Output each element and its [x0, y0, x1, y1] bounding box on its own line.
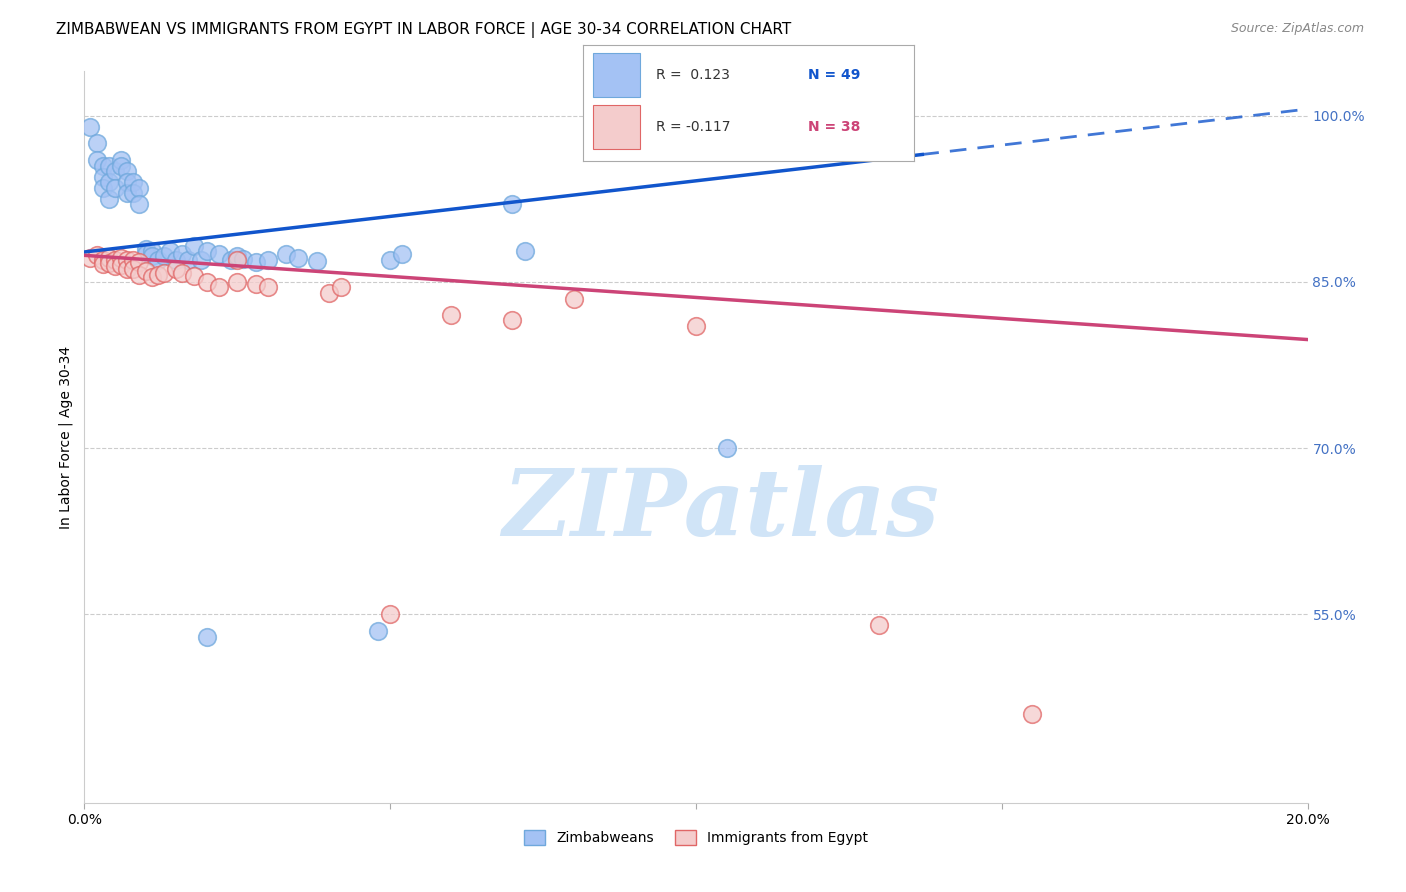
Point — [141, 270, 163, 285]
Point — [226, 249, 249, 263]
Legend: Zimbabweans, Immigrants from Egypt: Zimbabweans, Immigrants from Egypt — [519, 825, 873, 851]
Text: R =  0.123: R = 0.123 — [657, 68, 730, 82]
Point — [91, 169, 114, 184]
Point — [502, 197, 524, 211]
Point — [128, 180, 150, 194]
Point — [104, 164, 127, 178]
Point — [380, 252, 402, 267]
Point — [141, 244, 163, 258]
Point — [122, 252, 145, 267]
Point — [183, 269, 205, 284]
Point — [97, 192, 120, 206]
Point — [153, 249, 176, 263]
Text: Source: ZipAtlas.com: Source: ZipAtlas.com — [1230, 22, 1364, 36]
Point — [115, 175, 138, 189]
Point — [502, 312, 524, 326]
Point — [195, 630, 218, 644]
Point — [245, 277, 267, 292]
Point — [226, 252, 249, 267]
Point — [190, 252, 212, 267]
Point — [146, 268, 169, 283]
Point — [318, 285, 340, 300]
Point — [110, 251, 132, 265]
Bar — [593, 105, 640, 149]
Point — [276, 247, 298, 261]
Point — [869, 618, 891, 632]
Point — [91, 159, 114, 173]
Point — [183, 239, 205, 253]
Point — [177, 252, 200, 267]
Point — [141, 249, 163, 263]
Point — [159, 244, 181, 258]
Point — [104, 252, 127, 267]
Point — [115, 164, 138, 178]
Point — [562, 292, 585, 306]
Point — [97, 251, 120, 265]
Point — [153, 266, 176, 280]
Point — [305, 253, 328, 268]
Bar — [593, 53, 640, 97]
Point — [128, 197, 150, 211]
Point — [513, 244, 536, 258]
Point — [208, 280, 231, 294]
Point — [86, 136, 108, 151]
Point — [115, 261, 138, 276]
Point — [110, 153, 132, 167]
Point — [115, 186, 138, 201]
Point — [226, 275, 249, 289]
Point — [122, 261, 145, 276]
Y-axis label: In Labor Force | Age 30-34: In Labor Force | Age 30-34 — [59, 345, 73, 529]
Point — [195, 275, 218, 289]
Point — [716, 441, 738, 455]
Point — [208, 247, 231, 261]
Text: N = 38: N = 38 — [808, 120, 860, 134]
Point — [122, 186, 145, 201]
Point — [367, 624, 389, 638]
Point — [79, 120, 101, 134]
Point — [79, 251, 101, 265]
Point — [128, 255, 150, 269]
Point — [91, 252, 114, 267]
Point — [165, 261, 187, 276]
Point — [104, 180, 127, 194]
Point — [86, 248, 108, 262]
Point — [330, 280, 353, 294]
Point — [97, 159, 120, 173]
Text: R = -0.117: R = -0.117 — [657, 120, 731, 134]
Point — [287, 251, 309, 265]
Point — [135, 242, 157, 256]
Point — [110, 159, 132, 173]
Text: ZIPatlas: ZIPatlas — [502, 466, 939, 555]
Text: ZIMBABWEAN VS IMMIGRANTS FROM EGYPT IN LABOR FORCE | AGE 30-34 CORRELATION CHART: ZIMBABWEAN VS IMMIGRANTS FROM EGYPT IN L… — [56, 22, 792, 38]
Point — [172, 247, 194, 261]
Point — [1021, 707, 1043, 722]
Point — [232, 252, 254, 266]
Point — [219, 252, 242, 267]
Point — [146, 252, 169, 267]
Point — [257, 280, 280, 294]
Point — [86, 153, 108, 167]
Point — [380, 607, 402, 622]
Point — [128, 268, 150, 283]
Point — [245, 255, 267, 269]
Point — [97, 175, 120, 189]
Point — [122, 175, 145, 189]
Point — [104, 260, 127, 274]
Point — [91, 180, 114, 194]
Point — [115, 252, 138, 267]
Point — [257, 252, 280, 267]
Point — [172, 266, 194, 280]
Point — [685, 319, 707, 334]
Point — [165, 252, 187, 267]
Point — [391, 247, 413, 261]
Point — [440, 308, 463, 322]
Point — [135, 247, 157, 261]
Point — [135, 264, 157, 278]
Point — [110, 258, 132, 272]
Text: N = 49: N = 49 — [808, 68, 860, 82]
Point — [97, 256, 120, 270]
Point — [91, 257, 114, 271]
Point — [195, 244, 218, 258]
